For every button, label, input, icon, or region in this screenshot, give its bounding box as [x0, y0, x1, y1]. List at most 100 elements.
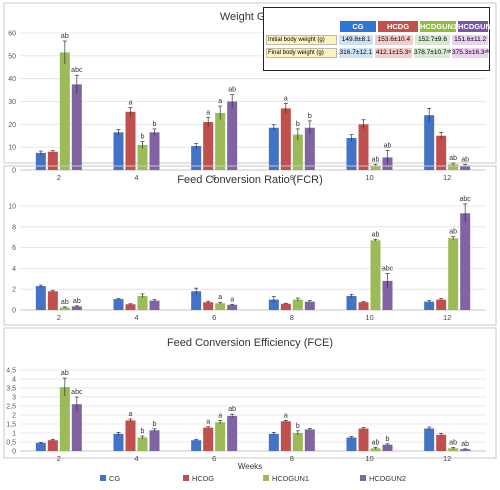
cell-final-hcdg: 412.1±15.3ᵃ [374, 48, 412, 58]
bar-2-HCDGUN1-2 [59, 387, 70, 451]
bar-0-HCDG-6 [203, 122, 214, 170]
y-tick-2-9: 4,5 [6, 368, 16, 375]
bar-0-HCDGUN1-2 [59, 52, 70, 170]
y-tick-2-3: 1,5 [6, 422, 16, 429]
legend-swatch-CG [100, 475, 106, 481]
y-tick-0-2: 20 [8, 122, 16, 129]
sig-label-1-HCDGUN1-6: a [218, 294, 222, 301]
cell-initial-hcdgun1: 152.7±9.6 [414, 35, 451, 45]
bar-0-HCDGUN2-2 [71, 84, 82, 170]
x-tick-0-0: 2 [57, 173, 61, 182]
bar-0-CG-2 [35, 152, 46, 170]
sig-label-2-HCDGUN2-2: abc [71, 389, 83, 396]
bar-2-HCDG-2 [47, 440, 58, 451]
x-axis-label: Weeks [238, 462, 262, 471]
x-tick-1-2: 6 [212, 313, 216, 322]
legend-label-HCDG: HCDG [192, 474, 214, 483]
sig-label-1-HCDGUN2-2: ab [73, 298, 81, 305]
sig-label-2-HCDGUN1-8: b [296, 423, 300, 430]
sig-label-1-HCDGUN1-10: ab [372, 231, 380, 238]
bar-2-HCDGUN2-6 [227, 415, 238, 451]
bar-1-HCDG-8 [280, 303, 291, 310]
body-weight-table: CG HCDG HCDGUN1 HCDGUN2 Initial body wei… [263, 7, 495, 71]
cell-final-hcdgun1: 378.7±10.7ᵃᵇ [414, 48, 452, 58]
bar-0-HCDGUN1-4 [137, 144, 148, 170]
sig-label-0-HCDGUN2-8: b [308, 113, 312, 120]
sig-label-2-HCDGUN2-4: b [153, 421, 157, 428]
x-tick-2-3: 8 [290, 454, 294, 463]
bar-0-HCDG-2 [47, 151, 58, 170]
table-header-hcdg: HCDG [378, 21, 418, 32]
x-tick-2-2: 6 [212, 454, 216, 463]
y-tick-0-5: 50 [8, 53, 16, 60]
bar-2-CG-8 [268, 433, 279, 451]
bar-1-HCDGUN1-10 [370, 240, 381, 310]
legend-label-HCDGUN1: HCDGUN1 [272, 474, 309, 483]
bar-0-CG-4 [113, 132, 124, 170]
x-tick-1-0: 2 [57, 313, 61, 322]
bar-0-HCDGUN2-4 [149, 132, 160, 170]
x-tick-0-3: 8 [290, 173, 294, 182]
bar-2-HCDG-4 [125, 420, 136, 451]
y-tick-0-1: 10 [8, 145, 16, 152]
bar-1-HCDGUN2-8 [304, 301, 315, 310]
x-tick-0-1: 4 [134, 173, 138, 182]
bar-1-HCDG-12 [436, 299, 447, 310]
legend-swatch-HCDG [183, 475, 189, 481]
sig-label-0-HCDGUN1-12: ab [449, 155, 457, 162]
sig-label-2-HCDGUN1-4: b [141, 428, 145, 435]
bar-1-HCDG-2 [47, 291, 58, 310]
x-tick-1-4: 10 [365, 313, 373, 322]
table-header-cg: CG [340, 21, 376, 32]
bar-1-HCDGUN2-4 [149, 300, 160, 310]
sig-label-0-HCDG-6: a [206, 109, 210, 116]
bar-1-HCDGUN2-2 [71, 306, 82, 310]
table-row-final: Final body weight (g) 316.7±12.1 412.1±1… [266, 48, 489, 58]
x-tick-1-5: 12 [443, 313, 451, 322]
bar-1-HCDGUN1-12 [448, 238, 459, 310]
y-tick-1-4: 8 [12, 224, 16, 231]
table-header-hcdgun1: HCDGUN1 [420, 21, 458, 32]
bar-1-HCDGUN2-6 [227, 304, 238, 310]
bar-2-CG-2 [35, 442, 46, 451]
y-tick-2-4: 2 [12, 413, 16, 420]
bar-0-CG-12 [424, 115, 435, 170]
y-tick-0-6: 60 [8, 31, 16, 38]
y-tick-2-6: 3 [12, 395, 16, 402]
sig-label-2-HCDGUN1-12: ab [449, 439, 457, 446]
sig-label-0-HCDGUN1-6: a [218, 98, 222, 105]
panel-border-0 [3, 2, 497, 164]
bar-2-HCDGUN1-12 [448, 448, 459, 451]
cell-initial-cg: 149.8±8.1 [339, 35, 374, 45]
bar-2-HCDGUN2-12 [460, 449, 471, 451]
legend-swatch-HCDGUN2 [360, 475, 366, 481]
bar-2-HCDGUN2-2 [71, 404, 82, 451]
x-tick-2-0: 2 [57, 454, 61, 463]
bar-0-HCDGUN2-8 [304, 127, 315, 170]
sig-label-0-HCDGUN1-10: ab [372, 156, 380, 163]
panel-border-1 [3, 165, 497, 326]
row-label-final: Final body weight (g) [266, 48, 338, 58]
bar-1-HCDGUN1-8 [292, 299, 303, 310]
y-tick-1-1: 2 [12, 287, 16, 294]
bar-0-HCDGUN1-10 [370, 165, 381, 170]
sig-label-0-HCDGUN2-12: ab [461, 156, 469, 163]
bar-1-CG-12 [424, 301, 435, 310]
bar-0-CG-6 [191, 146, 202, 170]
bar-2-CG-10 [346, 437, 357, 451]
y-tick-2-8: 4 [12, 377, 16, 384]
bar-0-HCDGUN1-8 [292, 134, 303, 170]
x-tick-2-5: 12 [443, 454, 451, 463]
sig-label-0-HCDGUN2-10: ab [384, 143, 392, 150]
bar-1-CG-10 [346, 295, 357, 310]
y-tick-1-3: 6 [12, 245, 16, 252]
bar-1-HCDGUN2-12 [460, 213, 471, 310]
sig-label-0-HCDG-8: a [284, 95, 288, 102]
x-tick-1-1: 4 [134, 313, 138, 322]
bar-0-HCDGUN1-6 [215, 112, 226, 170]
bar-2-HCDGUN2-4 [149, 430, 160, 451]
bar-1-HCDGUN2-10 [382, 280, 393, 310]
sig-label-0-HCDGUN2-6: ab [228, 87, 236, 94]
bar-2-HCDGUN2-8 [304, 429, 315, 451]
